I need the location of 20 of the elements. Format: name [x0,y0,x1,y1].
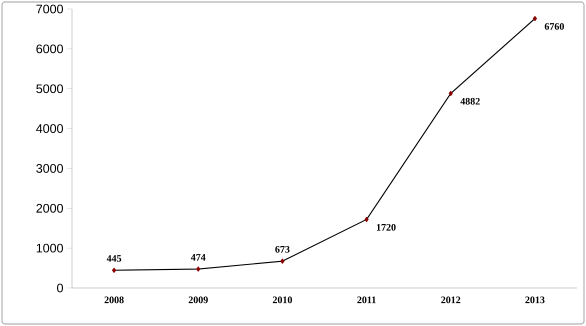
x-tick-label: 2013 [525,296,545,304]
data-label: 4882 [460,98,480,105]
y-tick-label: 1000 [36,244,64,253]
y-tick-label: 2000 [36,204,64,213]
y-tick-label: 7000 [36,4,64,14]
x-tick-label: 2008 [104,296,124,304]
y-tick-label: 0 [57,284,64,292]
y-tick-label: 3000 [36,164,64,173]
y-tick-label: 4000 [36,124,64,133]
data-label: 445 [106,255,122,262]
x-tick-label: 2009 [188,296,208,304]
y-tick-label: 5000 [36,84,64,94]
data-label: 673 [275,246,290,253]
data-label: 474 [190,254,206,261]
x-tick-label: 2012 [441,296,460,304]
x-tick-label: 2010 [272,296,292,304]
data-label: 1720 [376,224,396,231]
y-tick-label: 6000 [36,44,64,54]
x-tick-label: 2011 [357,296,376,304]
data-label: 6760 [544,23,564,30]
